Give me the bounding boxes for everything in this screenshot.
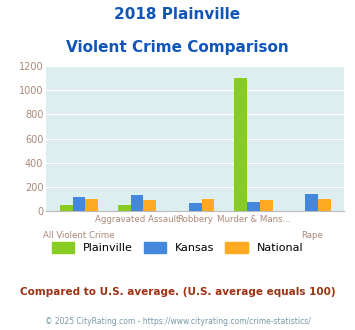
Bar <box>131 195 143 211</box>
Bar <box>72 197 85 211</box>
Bar <box>118 205 131 211</box>
Bar <box>202 199 214 211</box>
Text: Murder & Mans...: Murder & Mans... <box>217 214 290 223</box>
Text: Violent Crime Comparison: Violent Crime Comparison <box>66 40 289 54</box>
Text: All Violent Crime: All Violent Crime <box>43 231 115 240</box>
Bar <box>260 200 273 211</box>
Text: Rape: Rape <box>301 231 323 240</box>
Text: Compared to U.S. average. (U.S. average equals 100): Compared to U.S. average. (U.S. average … <box>20 287 335 297</box>
Bar <box>60 205 72 211</box>
Bar <box>247 202 260 211</box>
Bar <box>234 78 247 211</box>
Text: © 2025 CityRating.com - https://www.cityrating.com/crime-statistics/: © 2025 CityRating.com - https://www.city… <box>45 317 310 326</box>
Bar <box>305 194 318 211</box>
Text: Aggravated Assault: Aggravated Assault <box>95 214 179 223</box>
Text: 2018 Plainville: 2018 Plainville <box>114 7 241 21</box>
Bar <box>85 199 98 211</box>
Text: Robbery: Robbery <box>177 214 213 223</box>
Bar <box>189 203 202 211</box>
Legend: Plainville, Kansas, National: Plainville, Kansas, National <box>52 242 303 253</box>
Bar <box>143 200 156 211</box>
Bar <box>318 199 331 211</box>
